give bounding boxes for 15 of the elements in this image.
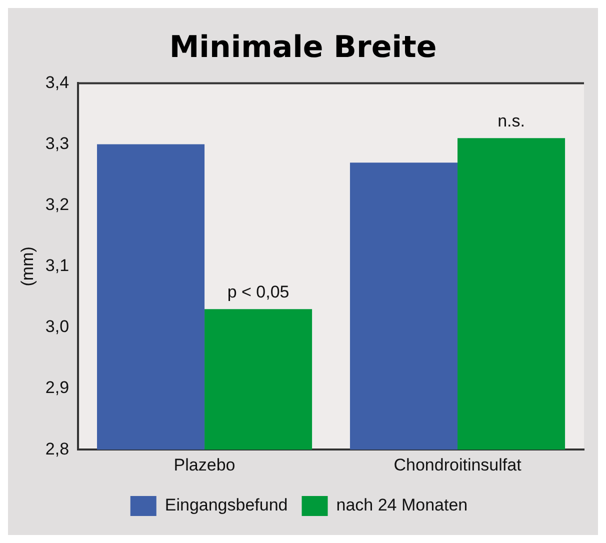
y-tick-label: 3,3	[45, 134, 70, 153]
annotation: p < 0,05	[227, 282, 290, 302]
y-tick-label: 3,4	[45, 72, 70, 92]
x-tick-label: Plazebo	[174, 455, 236, 474]
y-tick-label: 2,9	[45, 378, 70, 398]
x-tick-label: Chondroitinsulfat	[394, 455, 522, 474]
y-tick-label: 3,0	[45, 317, 70, 336]
y-tick-label: 3,1	[45, 256, 70, 276]
legend-label: nach 24 Monaten	[336, 496, 468, 515]
y-axis-title: (mm)	[18, 246, 37, 286]
annotation: n.s.	[498, 111, 525, 130]
y-tick-label: 3,2	[45, 195, 70, 214]
legend-label: Eingangsbefund	[164, 496, 288, 515]
y-tick-label: 2,8	[45, 439, 70, 458]
chart-title: Minimale Breite	[168, 30, 438, 65]
